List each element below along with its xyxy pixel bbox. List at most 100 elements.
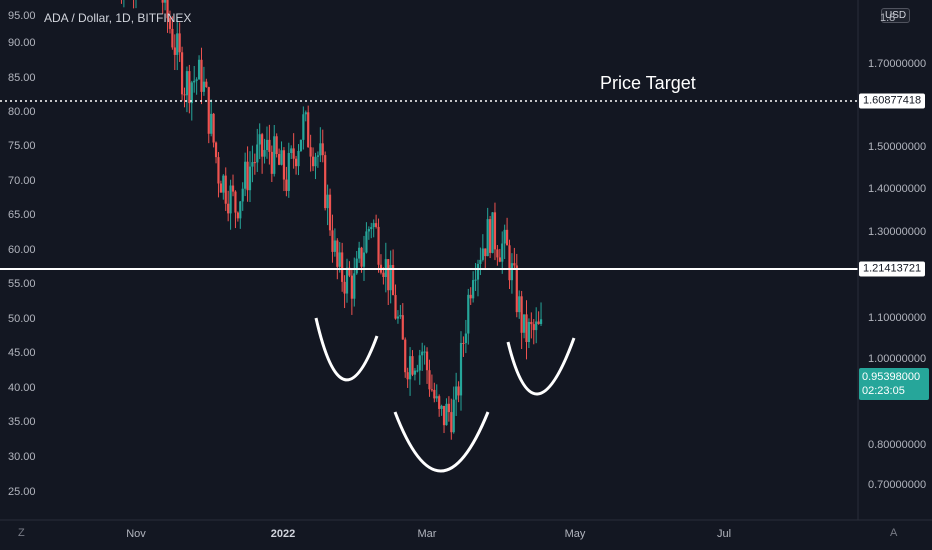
candle-body[interactable] (161, 0, 164, 3)
candle-body[interactable] (343, 281, 346, 294)
candle-body[interactable] (222, 175, 225, 193)
candle-body[interactable] (408, 356, 412, 380)
price-target-annotation[interactable]: Price Target (600, 73, 696, 93)
candle-body[interactable] (484, 248, 487, 257)
candle-body[interactable] (493, 212, 497, 250)
candle-body[interactable] (251, 162, 254, 167)
candle-body[interactable] (200, 59, 203, 92)
auto-scale-button[interactable]: A (890, 527, 898, 539)
candle-body[interactable] (275, 136, 278, 155)
candle-body[interactable] (503, 229, 506, 244)
candle-body[interactable] (229, 185, 232, 214)
candle-body[interactable] (236, 212, 239, 219)
candle-body[interactable] (164, 0, 167, 3)
candle-body[interactable] (440, 405, 443, 409)
candle-body[interactable] (469, 294, 472, 299)
candle-body[interactable] (239, 201, 242, 219)
candle-body[interactable] (527, 321, 531, 343)
candle-body[interactable] (382, 272, 385, 277)
candle-body[interactable] (246, 161, 249, 191)
candle-body[interactable] (370, 227, 373, 230)
right-shoulder-arc[interactable] (506, 337, 576, 396)
candle-body[interactable] (183, 94, 186, 96)
candle-body[interactable] (316, 155, 320, 157)
candle-body[interactable] (261, 134, 264, 157)
candle-body[interactable] (530, 321, 533, 325)
candle-body[interactable] (294, 158, 298, 167)
candle-body[interactable] (522, 314, 526, 333)
candle-body[interactable] (452, 399, 455, 433)
candle-body[interactable] (501, 243, 504, 262)
candle-body[interactable] (489, 219, 492, 253)
candle-body[interactable] (505, 229, 509, 246)
candle-body[interactable] (411, 356, 414, 375)
candle-body[interactable] (190, 82, 193, 104)
candle-body[interactable] (348, 267, 351, 276)
candle-body[interactable] (176, 33, 179, 55)
candle-body[interactable] (476, 263, 480, 280)
candle-body[interactable] (180, 52, 184, 95)
head-arc[interactable] (393, 411, 490, 473)
candle-body[interactable] (377, 226, 380, 265)
candle-body[interactable] (413, 370, 417, 375)
candle-body[interactable] (428, 370, 431, 390)
currency-badge[interactable]: USD (881, 8, 911, 23)
candle-body[interactable] (535, 321, 538, 331)
candle-body[interactable] (355, 258, 358, 274)
candle-body[interactable] (253, 162, 256, 164)
candle-body[interactable] (302, 114, 305, 140)
candle-body[interactable] (248, 166, 252, 191)
candle-body[interactable] (486, 219, 489, 257)
candle-body[interactable] (345, 267, 349, 294)
candle-body[interactable] (193, 80, 196, 83)
candle-body[interactable] (367, 229, 370, 232)
candle-body[interactable] (537, 321, 540, 324)
candle-body[interactable] (375, 223, 378, 227)
candle-body[interactable] (304, 112, 307, 115)
candle-body[interactable] (445, 403, 448, 426)
candle-body[interactable] (227, 203, 230, 214)
candle-body[interactable] (188, 71, 191, 104)
candle-body[interactable] (394, 295, 397, 319)
candle-body[interactable] (309, 147, 312, 157)
candle-body[interactable] (311, 156, 315, 167)
candle-body[interactable] (510, 263, 514, 281)
candle-body[interactable] (520, 296, 523, 333)
candle-body[interactable] (525, 314, 528, 343)
candle-body[interactable] (287, 153, 290, 191)
candle-body[interactable] (314, 156, 317, 167)
candle-body[interactable] (166, 0, 169, 19)
candle-body[interactable] (219, 183, 222, 193)
candle-body[interactable] (234, 191, 237, 213)
candle-body[interactable] (362, 252, 366, 267)
candle-body[interactable] (258, 134, 261, 145)
candle-body[interactable] (263, 150, 266, 157)
candle-body[interactable] (280, 150, 283, 165)
candle-body[interactable] (404, 339, 407, 373)
candle-body[interactable] (277, 154, 281, 165)
candle-body[interactable] (212, 113, 215, 143)
candle-body[interactable] (173, 47, 176, 55)
candle-body[interactable] (396, 316, 400, 319)
candle-body[interactable] (459, 342, 463, 396)
candle-body[interactable] (513, 263, 516, 266)
candle-body[interactable] (372, 223, 375, 228)
candle-body[interactable] (518, 296, 521, 313)
candle-body[interactable] (479, 259, 482, 264)
candle-body[interactable] (319, 143, 322, 156)
candle-body[interactable] (210, 113, 213, 134)
candle-body[interactable] (333, 240, 336, 252)
candle-body[interactable] (328, 194, 332, 231)
candle-body[interactable] (467, 294, 470, 334)
candle-body[interactable] (464, 333, 467, 344)
candle-body[interactable] (442, 405, 446, 426)
candle-body[interactable] (401, 315, 404, 340)
candle-body[interactable] (421, 351, 424, 356)
candle-body[interactable] (290, 148, 293, 154)
candle-body[interactable] (350, 275, 353, 299)
candle-body[interactable] (324, 155, 327, 209)
candle-body[interactable] (430, 389, 434, 391)
candle-body[interactable] (360, 247, 363, 267)
candle-body[interactable] (498, 257, 501, 262)
